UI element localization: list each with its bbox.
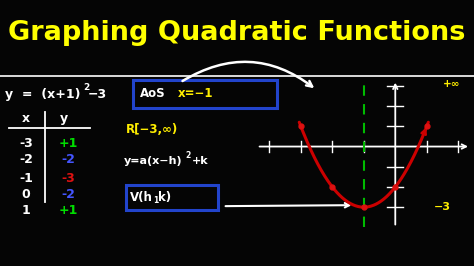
Text: -3: -3 (19, 137, 33, 150)
Text: x=−1: x=−1 (178, 87, 213, 100)
Text: -3: -3 (62, 172, 76, 185)
Text: Graphing Quadratic Functions: Graphing Quadratic Functions (9, 20, 465, 46)
Text: +1: +1 (59, 137, 78, 150)
Text: R[−3,∞): R[−3,∞) (126, 123, 178, 135)
Text: 0: 0 (22, 188, 30, 201)
Text: y=a(x−h): y=a(x−h) (124, 156, 183, 166)
Text: -2: -2 (19, 153, 33, 166)
Text: 1: 1 (154, 196, 159, 205)
Text: y  =  (x+1): y = (x+1) (5, 88, 80, 101)
Text: y: y (60, 112, 68, 125)
Bar (126, 185, 218, 210)
Text: −3: −3 (434, 202, 451, 212)
Text: AoS: AoS (140, 87, 165, 100)
Text: 2: 2 (186, 151, 191, 160)
Text: 2: 2 (83, 83, 89, 92)
Text: −3: −3 (88, 88, 107, 101)
Text: +1: +1 (59, 204, 78, 217)
Text: -2: -2 (62, 188, 76, 201)
Text: +k: +k (192, 156, 209, 166)
Text: +∞: +∞ (443, 79, 461, 89)
Text: 1: 1 (22, 204, 30, 217)
Text: -2: -2 (62, 153, 76, 166)
Text: -1: -1 (19, 172, 33, 185)
Text: x: x (22, 112, 30, 125)
Text: k): k) (158, 191, 172, 204)
Bar (133, 80, 277, 108)
Text: V(h: V(h (130, 191, 153, 204)
